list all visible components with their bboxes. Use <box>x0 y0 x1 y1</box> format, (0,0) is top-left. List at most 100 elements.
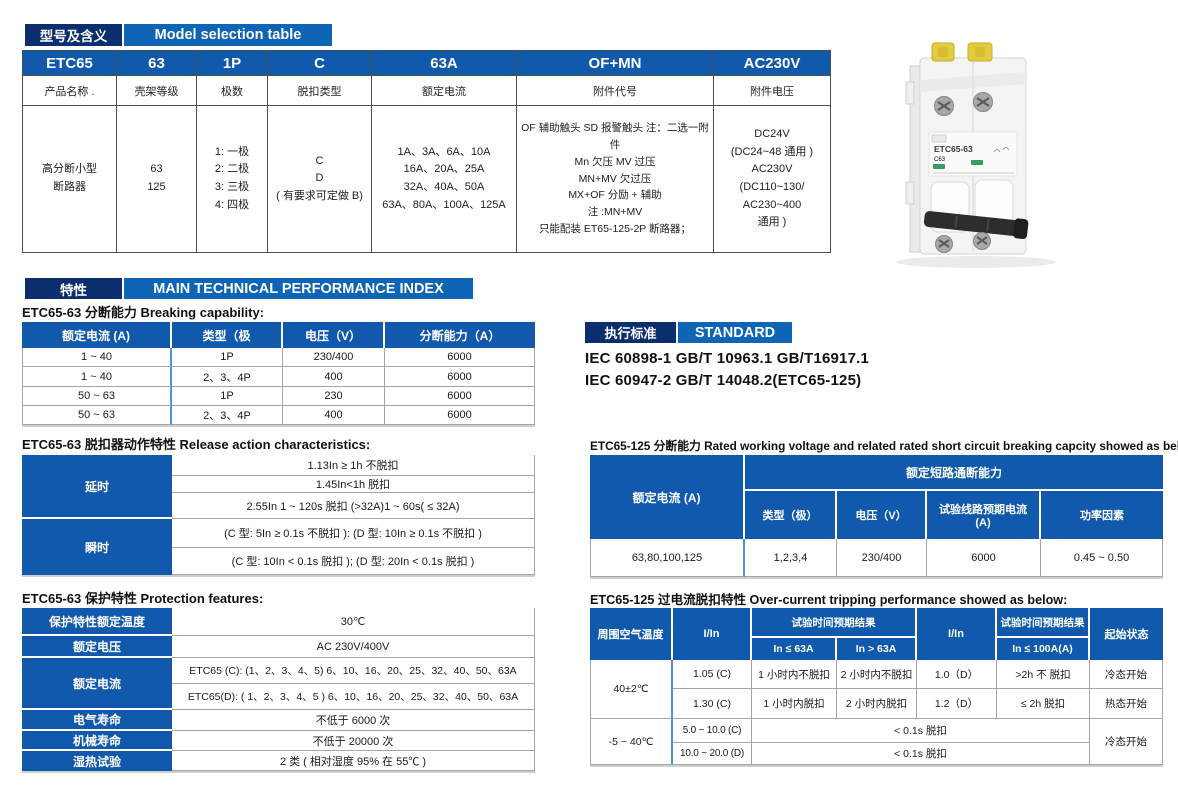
product-model-label: ETC65-63 <box>934 144 973 154</box>
table-cell: 0.45 ~ 0.50 <box>1041 539 1164 577</box>
breaking125-subheader: 类型（极） <box>745 491 837 539</box>
table-cell: 1.45In<1h 脱扣 <box>172 476 535 493</box>
breaking125-table: 额定电流 (A) 额定短路通断能力 类型（极） 电压（V） 试验线路预期电流 (… <box>590 455 1164 577</box>
table-cell: 50 ~ 63 <box>22 406 172 425</box>
breaking63-title: ETC65-63 分断能力 Breaking capability: <box>22 305 265 320</box>
table-cell: 230/400 <box>283 348 385 367</box>
table-cell: 1P <box>172 348 283 367</box>
table-cell: ≤ 2h 脱扣 <box>997 689 1090 719</box>
table-cell: 230/400 <box>837 539 927 577</box>
model-code: C <box>267 50 372 76</box>
table-cell: 1 ~ 40 <box>22 367 172 387</box>
table-cell: 1.05 (C) <box>673 660 752 689</box>
release-instant-label: 瞬时 <box>22 519 172 575</box>
table-cell: 6000 <box>385 406 535 425</box>
breaker-illustration: ETC65-63 C63 <box>896 42 1056 268</box>
table-cell: < 0.1s 脱扣 <box>752 743 1090 765</box>
standard-badge-zh: 执行标准 <box>585 322 676 343</box>
release-delay-label: 延时 <box>22 455 172 519</box>
model-code: 1P <box>196 50 268 76</box>
table-cell: AC 230V/400V <box>172 636 535 658</box>
toggle-handle <box>923 211 1025 237</box>
model-field-label: 产品名称 . <box>22 75 117 106</box>
table-cell: 2、3、4P <box>172 367 283 387</box>
model-badge-zh: 型号及含义 <box>25 24 122 46</box>
protection-row-label: 保护特性额定温度 <box>22 608 172 636</box>
model-cell-trip-type: C D ( 有要求可定做 B) <box>267 105 372 253</box>
features-badge-en: MAIN TECHNICAL PERFORMANCE INDEX <box>124 278 473 299</box>
tripping-subheader: In ≤ 100A(A) <box>997 638 1090 660</box>
table-cell: 6000 <box>385 387 535 406</box>
breaking125-subheader: 电压（V） <box>837 491 927 539</box>
table-cell: 6000 <box>385 367 535 387</box>
features-badge-zh: 特性 <box>25 278 122 299</box>
breaker-product-photo: ETC65-63 C63 <box>876 32 1072 272</box>
breaking125-group-header: 额定短路通断能力 <box>745 455 1164 491</box>
tripping-header-iin2: I/In <box>917 608 997 660</box>
table-cell: 1.0（D） <box>917 660 997 689</box>
table-cell: 1.2（D） <box>917 689 997 719</box>
protection-row-label: 机械寿命 <box>22 731 172 751</box>
table-cell: 63,80,100,125 <box>590 539 745 577</box>
model-code: AC230V <box>713 50 831 76</box>
tripping-header-group2: 试验时间预期结果 <box>997 608 1090 638</box>
standard-badge-en: STANDARD <box>678 322 792 343</box>
table-cell: 2 类 ( 相对湿度 95% 在 55℃ ) <box>172 751 535 771</box>
tripping-subheader: In ≤ 63A <box>752 638 837 660</box>
table-cell: 1 ~ 40 <box>22 348 172 367</box>
table-cell: 1P <box>172 387 283 406</box>
model-cell-accessory: OF 辅助触头 SD 报警触头 注：二选一附件 Mn 欠压 MV 过压 MN+M… <box>516 105 714 253</box>
status-indicator-green <box>933 164 945 169</box>
breaking63-header: 类型（极 <box>172 322 283 348</box>
protection-row-label: 电气寿命 <box>22 710 172 731</box>
breaking63-header: 分断能力（A） <box>385 322 535 348</box>
table-cell: 10.0 ~ 20.0 (D) <box>673 743 752 765</box>
model-field-label: 壳架等级 <box>116 75 197 106</box>
table-cell: 6000 <box>385 348 535 367</box>
model-field-label: 附件代号 <box>516 75 714 106</box>
breaking63-header: 额定电流 (A) <box>22 322 172 348</box>
model-cell-poles: 1: 一极 2: 二极 3: 三极 4: 四极 <box>196 105 268 253</box>
table-cell: 50 ~ 63 <box>22 387 172 406</box>
table-cell: 2 小时内脱扣 <box>837 689 917 719</box>
table-cell: ETC65(D): ( 1、2、3、4、5 ) 6、10、16、20、25、32… <box>172 684 535 710</box>
table-cell: 5.0 ~ 10.0 (C) <box>673 719 752 743</box>
release63-table: 延时 1.13In ≥ 1h 不脱扣 1.45In<1h 脱扣 2.55In 1… <box>22 455 535 575</box>
breaking125-subheader: 试验线路预期电流 (A) <box>927 491 1041 539</box>
table-cell: 1.30 (C) <box>673 689 752 719</box>
protection-row-label: 额定电压 <box>22 636 172 658</box>
model-code: 63A <box>371 50 517 76</box>
standard-line-2: IEC 60947-2 GB/T 14048.2(ETC65-125) <box>585 372 862 389</box>
table-cell: 2 小时内不脱扣 <box>837 660 917 689</box>
breaking63-header: 电压（V） <box>283 322 385 348</box>
table-cell: 400 <box>283 367 385 387</box>
table-cell: 30℃ <box>172 608 535 636</box>
table-cell: 1 小时内脱扣 <box>752 689 837 719</box>
protection63-table: 保护特性额定温度 30℃ 额定电压 AC 230V/400V 额定电流 ETC6… <box>22 608 535 771</box>
tripping-header-iin: I/In <box>673 608 752 660</box>
model-cell-frame: 63 125 <box>116 105 197 253</box>
tripping-header-state: 起始状态 <box>1090 608 1163 660</box>
model-field-label: 额定电流 <box>371 75 517 106</box>
table-cell: (C 型: 10In < 0.1s 脱扣 ); (D 型: 20In < 0.1… <box>172 548 535 575</box>
tripping-subheader: In > 63A <box>837 638 917 660</box>
table-cell: 不低于 6000 次 <box>172 710 535 731</box>
release63-title: ETC65-63 脱扣器动作特性 Release action characte… <box>22 437 371 452</box>
table-cell: >2h 不 脱扣 <box>997 660 1090 689</box>
table-cell: (C 型: 5In ≥ 0.1s 不脱扣 ): (D 型: 10In ≥ 0.1… <box>172 519 535 548</box>
tripping-temp-cell: -5 ~ 40℃ <box>590 719 673 765</box>
model-field-label: 附件电压 <box>713 75 831 106</box>
table-cell: < 0.1s 脱扣 <box>752 719 1090 743</box>
tripping125-title: ETC65-125 过电流脱扣特性 Over-current tripping … <box>590 593 1068 607</box>
model-code: ETC65 <box>22 50 117 76</box>
model-code: 63 <box>116 50 197 76</box>
table-cell: 400 <box>283 406 385 425</box>
model-badge-en: Model selection table <box>124 24 332 46</box>
table-cell: 6000 <box>927 539 1041 577</box>
protection63-title: ETC65-63 保护特性 Protection features: <box>22 591 264 606</box>
table-cell: 2、3、4P <box>172 406 283 425</box>
status-indicator-green <box>971 160 983 165</box>
table-cell: 2.55In 1 ~ 120s 脱扣 (>32A)1 ~ 60s( ≤ 32A) <box>172 493 535 519</box>
breaking125-title: ETC65-125 分断能力 Rated working voltage and… <box>590 439 1178 453</box>
table-cell: 1,2,3,4 <box>745 539 837 577</box>
